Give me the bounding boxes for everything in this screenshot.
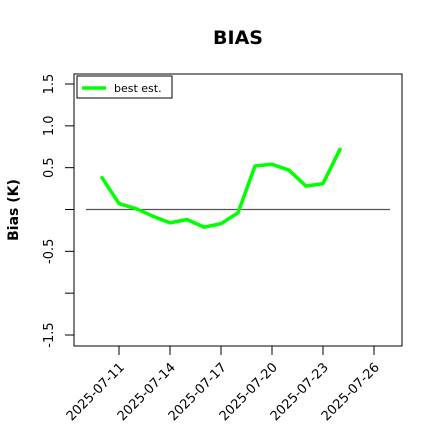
- legend-box: [76, 75, 173, 99]
- chart-title: BIAS: [213, 27, 263, 49]
- legend: best est.: [76, 75, 173, 99]
- y-tick-label: 1.0: [42, 115, 57, 136]
- series-line-0: [100, 147, 342, 229]
- y-tick-label: -1.5: [42, 322, 57, 347]
- series-layer: [100, 147, 342, 229]
- y-tick-label: 0.5: [42, 157, 57, 178]
- y-tick-label: 1.5: [42, 74, 57, 95]
- y-tick-label: -0.5: [42, 239, 57, 264]
- legend-label: best est.: [114, 82, 162, 95]
- y-axis: -1.5 -0.5 0.5 1.0 1.5: [42, 74, 74, 348]
- y-axis-label: Bias (K): [6, 179, 22, 241]
- x-axis: 2025-07-112025-07-142025-07-172025-07-20…: [64, 346, 383, 424]
